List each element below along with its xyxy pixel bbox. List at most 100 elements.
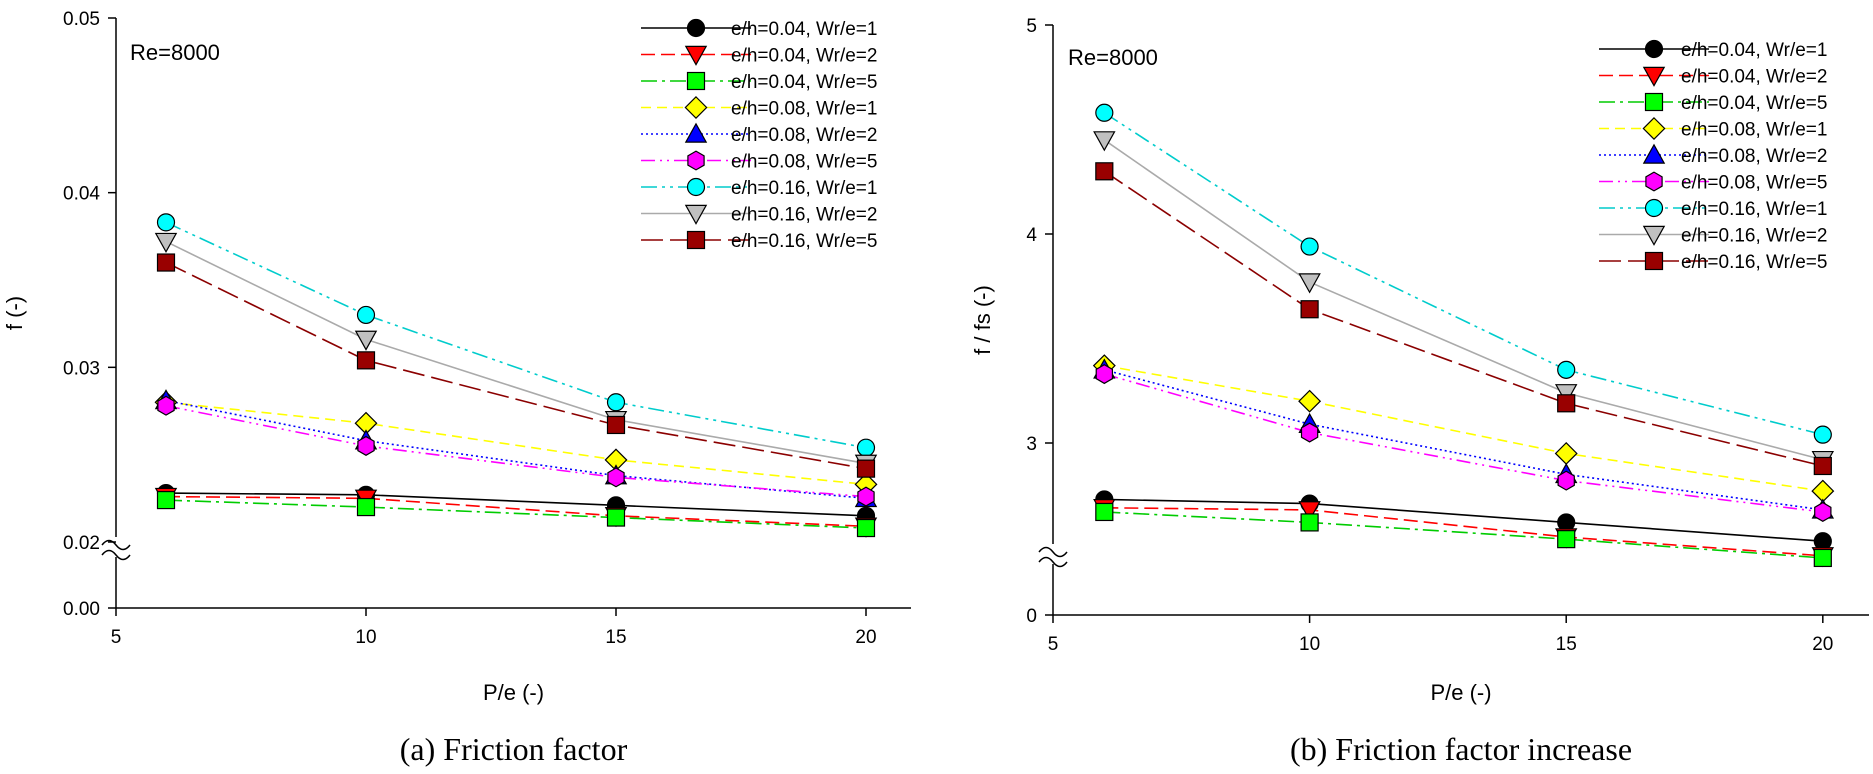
legend-label: e/h=0.04, Wr/e=1 xyxy=(731,19,877,40)
data-point xyxy=(1557,394,1576,413)
legend-marker xyxy=(684,45,708,66)
y-tick-label: 3 xyxy=(1026,434,1037,455)
data-point xyxy=(1554,441,1578,465)
data-point xyxy=(1554,384,1578,405)
data-point xyxy=(356,305,376,325)
panel-b: 5 10 15 20 0 3 4 5 P/e (-) f / fs (-) Re=8000 (b) F… xyxy=(970,16,1869,767)
axis-break-mask xyxy=(1039,544,1067,564)
series-line xyxy=(1104,373,1823,513)
axis-break-mark xyxy=(101,539,131,561)
series-line xyxy=(1104,498,1823,543)
y-tick-label: 0.00 xyxy=(63,599,100,620)
data-point xyxy=(1300,513,1319,532)
y-tick-label: 4 xyxy=(1026,225,1037,246)
series-line xyxy=(1103,170,1823,467)
legend-marker xyxy=(1644,198,1664,218)
series-line xyxy=(1104,369,1823,511)
data-point xyxy=(1300,237,1319,256)
legend-marker xyxy=(686,177,706,197)
series-line xyxy=(165,399,867,500)
data-point xyxy=(1557,530,1576,549)
legend-label: e/h=0.08, Wr/e=1 xyxy=(1681,120,1827,141)
legend-label: e/h=0.04, Wr/e=5 xyxy=(731,72,877,93)
data-point xyxy=(1095,103,1114,122)
legend-label: e/h=0.08, Wr/e=1 xyxy=(731,99,877,120)
series-line xyxy=(165,404,867,498)
annotation-re: Re=8000 xyxy=(130,40,220,65)
legend-label: e/h=0.16, Wr/e=5 xyxy=(1681,252,1827,273)
legend-label: e/h=0.16, Wr/e=2 xyxy=(1681,226,1827,247)
series-line xyxy=(1104,511,1823,559)
panel-caption: (b) Friction factor increase xyxy=(1290,731,1632,767)
legend-marker xyxy=(1644,92,1664,112)
x-tick-label: 15 xyxy=(1556,634,1577,655)
data-point xyxy=(1557,360,1576,379)
legend-marker xyxy=(1642,143,1666,164)
annotation-re: Re=8000 xyxy=(1068,45,1158,70)
data-point xyxy=(1557,470,1575,491)
y-tick-label: 0.03 xyxy=(63,358,100,379)
legend-marker xyxy=(1645,171,1663,192)
data-point xyxy=(607,467,625,488)
series-line xyxy=(165,261,867,470)
series-line xyxy=(1103,112,1824,436)
y-tick-label: 0 xyxy=(1026,606,1037,627)
series-line xyxy=(165,492,867,517)
data-point xyxy=(156,253,176,272)
y-axis-label: f (-) xyxy=(2,296,27,330)
y-tick-label: 0.04 xyxy=(63,184,100,205)
data-point xyxy=(606,415,626,435)
legend-label: e/h=0.16, Wr/e=2 xyxy=(731,205,877,226)
data-point xyxy=(1300,422,1319,443)
x-tick-label: 20 xyxy=(1812,634,1833,655)
data-point xyxy=(357,435,375,456)
legend-label: e/h=0.04, Wr/e=5 xyxy=(1681,93,1827,114)
legend-label: e/h=0.08, Wr/e=2 xyxy=(731,125,877,146)
legend-label: e/h=0.08, Wr/e=5 xyxy=(1681,173,1827,194)
data-point xyxy=(1298,501,1321,522)
legend-label: e/h=0.08, Wr/e=2 xyxy=(1681,146,1827,167)
data-point xyxy=(1813,548,1832,568)
legend-marker xyxy=(1644,39,1664,59)
legend-label: e/h=0.16, Wr/e=1 xyxy=(731,178,877,199)
data-point xyxy=(606,393,626,412)
data-point xyxy=(1300,300,1319,319)
data-point xyxy=(856,438,876,457)
y-tick-label: 0.02 xyxy=(63,533,100,554)
x-tick-label: 5 xyxy=(1048,634,1059,655)
series-line xyxy=(165,495,867,528)
legend-marker xyxy=(1642,66,1666,87)
x-tick-label: 15 xyxy=(605,627,626,648)
data-point xyxy=(157,395,175,416)
data-point xyxy=(856,459,876,478)
x-tick-label: 5 xyxy=(111,627,122,648)
data-point xyxy=(606,508,626,527)
data-point xyxy=(1813,456,1832,476)
legend-label: e/h=0.08, Wr/e=5 xyxy=(731,152,877,173)
data-point xyxy=(1095,162,1114,181)
x-tick-label: 10 xyxy=(355,627,376,648)
legend-marker xyxy=(686,18,706,38)
data-point xyxy=(356,351,376,370)
data-point xyxy=(154,232,178,254)
legend-marker xyxy=(1642,117,1666,140)
axis-break-mark xyxy=(1038,546,1068,568)
legend-label: e/h=0.16, Wr/e=5 xyxy=(731,231,877,252)
legend-label: e/h=0.04, Wr/e=2 xyxy=(731,46,877,67)
data-point xyxy=(1095,363,1114,385)
data-point xyxy=(356,497,376,517)
data-point xyxy=(1814,501,1832,523)
legend-label: e/h=0.04, Wr/e=2 xyxy=(1681,67,1827,88)
series-line xyxy=(1104,506,1823,557)
data-point xyxy=(156,490,176,510)
legend-marker xyxy=(687,150,705,171)
y-axis-label: f / fs (-) xyxy=(970,285,995,355)
panel-a: 5 10 15 20 0.00 0.02 0.03 0.04 0.05 P/e (-) f (-) R… xyxy=(2,9,911,767)
series-line xyxy=(1104,364,1823,492)
series-line xyxy=(165,240,867,465)
data-point xyxy=(1813,425,1832,444)
y-tick-label: 0.05 xyxy=(63,9,100,30)
data-point xyxy=(354,330,378,351)
data-point xyxy=(1095,502,1114,522)
